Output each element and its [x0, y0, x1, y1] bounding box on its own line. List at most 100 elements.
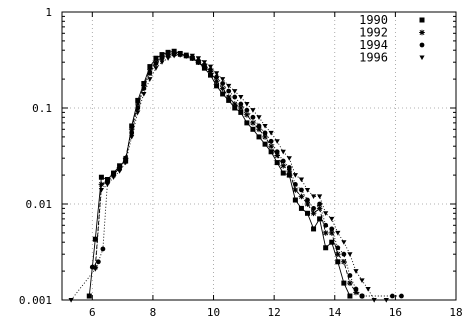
data-point-1996: [189, 53, 195, 59]
data-point-1996: [226, 83, 232, 89]
data-point-1990: [298, 205, 304, 211]
data-point-1994: [135, 105, 141, 111]
data-point-1990: [220, 91, 226, 97]
data-point-1996: [365, 287, 371, 292]
data-point-1992: [310, 210, 317, 217]
data-point-1994: [280, 158, 286, 164]
legend-marker-1990: [419, 17, 425, 23]
data-point-1990: [153, 55, 159, 61]
data-point-1994: [208, 67, 213, 73]
data-point-1992: [268, 143, 274, 150]
grid: [62, 11, 457, 301]
data-point-1990: [329, 239, 335, 245]
data-point-1994: [256, 123, 262, 129]
data-point-1996: [323, 211, 329, 216]
y-tick-label: 0.01: [26, 198, 53, 211]
data-point-1990: [244, 120, 250, 126]
data-point-1996: [183, 52, 189, 58]
data-point-1994: [347, 273, 353, 278]
data-point-1996: [359, 278, 365, 284]
data-point-1994: [202, 62, 207, 68]
x-axis: 6 8 10 12 14 16 18: [89, 12, 463, 319]
data-point-1992: [147, 66, 153, 73]
data-point-1996: [98, 187, 104, 193]
data-point-1996: [274, 139, 280, 144]
data-point-1990: [304, 210, 310, 216]
data-point-1994: [323, 222, 329, 228]
data-point-1996: [213, 71, 220, 76]
data-point-1992: [238, 105, 244, 111]
x-tick-label: 6: [89, 306, 96, 319]
data-point-1992: [286, 168, 293, 174]
data-point-1994: [353, 286, 359, 292]
data-point-1994: [268, 138, 274, 144]
data-point-1994: [123, 155, 129, 161]
data-point-1994: [232, 94, 238, 100]
data-point-1994: [262, 130, 268, 136]
data-point-1992: [256, 126, 262, 133]
x-tick-label: 10: [207, 306, 220, 319]
data-point-1990: [86, 293, 92, 299]
data-point-1994: [226, 88, 232, 94]
data-point-1994: [111, 170, 116, 176]
data-point-1996: [329, 216, 335, 222]
data-point-1996: [171, 53, 177, 59]
data-point-1990: [135, 97, 141, 103]
data-point-1992: [328, 230, 335, 236]
data-point-1994: [286, 165, 292, 170]
data-point-1996: [92, 267, 98, 272]
data-point-1992: [292, 187, 299, 193]
data-point-1990: [232, 105, 238, 111]
data-point-1992: [134, 101, 141, 107]
data-point-1990: [238, 109, 244, 115]
legend-label-1996: 1996: [359, 51, 388, 65]
data-point-1996: [129, 134, 135, 140]
data-point-1992: [231, 101, 238, 107]
data-point-1992: [98, 181, 105, 188]
data-point-1994: [238, 101, 244, 107]
data-point-1990: [262, 141, 268, 147]
data-point-1992: [141, 83, 147, 89]
legend-label-1990: 1990: [359, 13, 388, 27]
data-point-1994: [335, 245, 341, 251]
data-point-1992: [322, 230, 329, 236]
data-point-1996: [159, 60, 165, 65]
data-point-1992: [274, 152, 280, 159]
data-point-1996: [317, 194, 323, 199]
data-point-1994: [329, 226, 335, 232]
data-point-1994: [299, 187, 304, 193]
series-line-1990: [88, 50, 351, 297]
data-point-1994: [244, 107, 250, 113]
data-point-1996: [177, 52, 183, 58]
data-point-1994: [305, 197, 310, 203]
data-point-1994: [292, 182, 298, 187]
data-point-1992: [250, 120, 256, 126]
data-point-1994: [389, 293, 395, 299]
data-point-1992: [213, 78, 220, 85]
data-point-1996: [250, 108, 256, 113]
data-point-1992: [280, 162, 287, 169]
data-point-1996: [280, 149, 286, 155]
data-point-1996: [195, 56, 201, 61]
series-markers: [68, 48, 404, 303]
data-point-1992: [341, 258, 347, 265]
data-point-1994: [159, 55, 165, 61]
data-point-1996: [286, 156, 292, 161]
series-line-1994: [92, 54, 402, 297]
data-point-1994: [274, 149, 280, 155]
data-point-1992: [219, 85, 226, 92]
data-point-1994: [95, 259, 101, 265]
data-point-1996: [304, 187, 311, 193]
legend-marker-1996: [419, 55, 425, 61]
data-point-1990: [92, 236, 98, 242]
data-point-1990: [256, 134, 262, 140]
series-lines: [70, 50, 402, 301]
data-point-1994: [341, 251, 347, 257]
data-point-1992: [298, 193, 305, 200]
y-tick-label: 0.1: [32, 102, 52, 115]
x-tick-label: 8: [150, 306, 157, 319]
data-point-1994: [195, 58, 201, 64]
data-point-1996: [165, 56, 171, 61]
